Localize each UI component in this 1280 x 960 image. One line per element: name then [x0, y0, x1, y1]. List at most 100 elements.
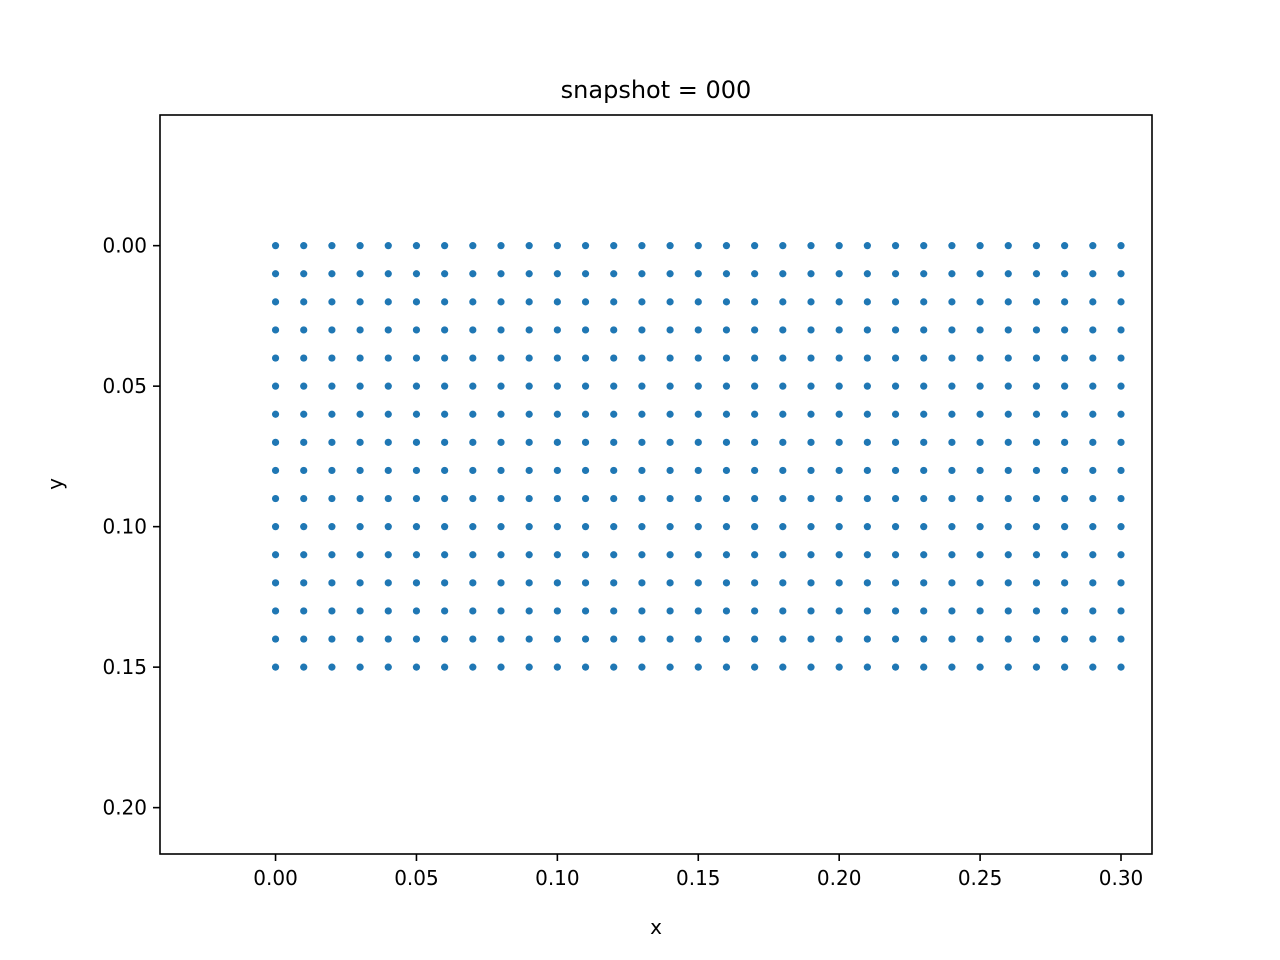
scatter-point: [779, 410, 787, 418]
scatter-point: [412, 635, 421, 643]
scatter-point: [638, 242, 646, 250]
scatter-point: [469, 466, 477, 475]
scatter-point: [356, 494, 364, 503]
scatter-point: [384, 635, 392, 643]
scatter-point: [610, 494, 618, 503]
scatter-point: [666, 663, 674, 671]
scatter-point: [891, 523, 900, 531]
scatter-point: [1117, 354, 1125, 362]
scatter-point: [1004, 410, 1012, 418]
scatter-point: [722, 270, 731, 278]
scatter-point: [666, 579, 674, 587]
scatter-point: [271, 410, 280, 418]
scatter-point: [1004, 579, 1012, 587]
scatter-point: [469, 438, 477, 446]
scatter-point: [469, 551, 477, 559]
scatter-point: [356, 270, 364, 278]
scatter-point: [441, 382, 449, 390]
x-tick-label: 0.05: [394, 866, 439, 890]
scatter-point: [1089, 298, 1097, 306]
scatter-point: [356, 635, 364, 643]
scatter-point: [497, 382, 505, 390]
scatter-point: [553, 523, 561, 531]
scatter-point: [835, 326, 843, 334]
scatter-point: [384, 523, 392, 531]
scatter-point: [863, 635, 871, 643]
scatter-point: [807, 410, 815, 418]
scatter-point: [807, 242, 815, 250]
scatter-point: [835, 663, 843, 671]
scatter-point: [328, 242, 336, 250]
scatter-point: [694, 663, 702, 671]
scatter-point: [666, 551, 674, 559]
scatter-point: [469, 354, 477, 362]
scatter-point: [384, 494, 392, 503]
scatter-point: [300, 382, 308, 390]
y-axis-label: y: [43, 478, 67, 490]
scatter-point: [581, 523, 590, 531]
scatter-point: [920, 410, 928, 418]
scatter-point: [525, 410, 533, 418]
scatter-point: [751, 466, 759, 475]
scatter-point: [525, 551, 533, 559]
scatter-point: [328, 551, 336, 559]
scatter-point: [779, 354, 787, 362]
scatter-point: [666, 410, 674, 418]
scatter-point: [1061, 326, 1069, 334]
scatter-point: [666, 242, 674, 250]
scatter-point: [722, 663, 731, 671]
scatter-point: [807, 579, 815, 587]
scatter-point: [525, 466, 533, 475]
scatter-point: [694, 410, 702, 418]
scatter-point: [779, 298, 787, 306]
scatter-point: [863, 438, 871, 446]
scatter-point: [835, 438, 843, 446]
scatter-point: [694, 635, 702, 643]
scatter-point: [722, 298, 731, 306]
scatter-point: [666, 466, 674, 475]
scatter-point: [497, 298, 505, 306]
scatter-point: [356, 466, 364, 475]
scatter-point: [638, 354, 646, 362]
scatter-point: [1089, 635, 1097, 643]
scatter-point: [694, 270, 702, 278]
scatter-point: [581, 579, 590, 587]
scatter-point: [920, 382, 928, 390]
scatter-point: [441, 579, 449, 587]
scatter-point: [948, 382, 956, 390]
scatter-point: [300, 663, 308, 671]
scatter-point: [300, 270, 308, 278]
scatter-point: [300, 579, 308, 587]
scatter-point: [525, 354, 533, 362]
scatter-point: [328, 354, 336, 362]
scatter-point: [1032, 466, 1041, 475]
scatter-point: [863, 326, 871, 334]
scatter-point: [638, 410, 646, 418]
scatter-point: [581, 607, 590, 615]
scatter-point: [920, 326, 928, 334]
scatter-point: [1117, 635, 1125, 643]
scatter-point: [384, 410, 392, 418]
scatter-point: [610, 635, 618, 643]
scatter-point: [920, 579, 928, 587]
scatter-point: [610, 326, 618, 334]
scatter-point: [610, 523, 618, 531]
scatter-point: [694, 607, 702, 615]
scatter-point: [1004, 607, 1012, 615]
scatter-point: [271, 551, 280, 559]
scatter-point: [835, 382, 843, 390]
scatter-point: [863, 354, 871, 362]
scatter-point: [807, 607, 815, 615]
scatter-point: [891, 579, 900, 587]
scatter-point: [666, 523, 674, 531]
scatter-point: [751, 438, 759, 446]
scatter-point: [863, 494, 871, 503]
scatter-point: [779, 523, 787, 531]
scatter-point: [469, 523, 477, 531]
scatter-point: [384, 466, 392, 475]
scatter-point: [610, 270, 618, 278]
scatter-point: [920, 635, 928, 643]
scatter-point: [948, 270, 956, 278]
scatter-point: [412, 242, 421, 250]
